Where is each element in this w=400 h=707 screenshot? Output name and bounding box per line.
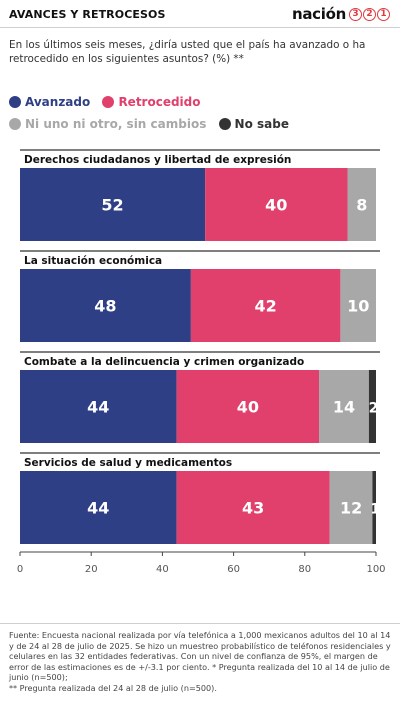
- legend-item-avanzado: Avanzado: [9, 92, 90, 112]
- bar-segment: [205, 168, 348, 241]
- source-note: Fuente: Encuesta nacional realizada por …: [9, 630, 394, 693]
- legend-item-retrocedido: Retrocedido: [102, 92, 201, 112]
- header-divider: [0, 27, 400, 28]
- bar-segment: [20, 471, 177, 544]
- category-label: La situación económica: [24, 255, 162, 267]
- x-tick-label: 0: [17, 564, 23, 575]
- data-label: 40: [237, 398, 259, 417]
- header: AVANCES Y RETROCESOS nación 3 2 1: [0, 0, 400, 30]
- question-text: En los últimos seis meses, ¿diría usted …: [9, 39, 366, 65]
- bar-segment: [190, 269, 341, 342]
- bar-segment: [319, 370, 369, 443]
- data-label: 1: [370, 502, 380, 518]
- logo-word: nación: [291, 5, 346, 23]
- logo-digit-3: 1: [377, 7, 390, 21]
- page-title: AVANCES Y RETROCESOS: [9, 8, 166, 21]
- legend-label: No sabe: [234, 117, 289, 131]
- bar-segment: [176, 370, 320, 443]
- bar-segment: [329, 471, 373, 544]
- stacked-bar-chart: Derechos ciudadanos y libertad de expres…: [17, 149, 386, 575]
- legend: Avanzado Retrocedido Ni uno ni otro, sin…: [9, 92, 394, 136]
- legend-label: Avanzado: [25, 95, 91, 109]
- x-tick-label: 100: [366, 564, 385, 575]
- legend-dot-icon: [9, 96, 21, 108]
- data-label: 48: [94, 297, 116, 316]
- bar-segment: [20, 370, 177, 443]
- category-label: Combate a la delincuencia y crimen organ…: [24, 356, 304, 368]
- legend-item-sin-cambios: Ni uno ni otro, sin cambios: [9, 114, 206, 134]
- data-label: 42: [255, 297, 277, 316]
- bar-segment: [20, 269, 191, 342]
- category-label: Derechos ciudadanos y libertad de expres…: [24, 154, 291, 166]
- x-tick-label: 20: [85, 564, 98, 575]
- x-tick-label: 60: [227, 564, 240, 575]
- data-label: 43: [242, 499, 264, 518]
- data-label: 10: [347, 297, 369, 316]
- logo-digit-1: 3: [349, 7, 362, 21]
- data-label: 2: [369, 401, 379, 417]
- bar-segment: [340, 269, 376, 342]
- data-label: 44: [87, 398, 109, 417]
- data-label: 12: [340, 499, 362, 518]
- legend-dot-icon: [102, 96, 115, 108]
- legend-dot-icon: [218, 118, 231, 130]
- brand-logo: nación 3 2 1: [292, 3, 390, 25]
- bar-segment: [20, 168, 206, 241]
- legend-label: Ni uno ni otro, sin cambios: [25, 117, 207, 131]
- bar-segment: [176, 471, 330, 544]
- data-label: 40: [265, 196, 287, 215]
- x-tick-label: 40: [156, 564, 169, 575]
- data-label: 52: [101, 196, 123, 215]
- bar-segment: [347, 168, 376, 241]
- legend-item-no-sabe: No sabe: [218, 114, 289, 134]
- source-note-line: Fuente: Encuesta nacional realizada por …: [9, 630, 391, 682]
- bar-segment: [372, 471, 376, 544]
- data-label: 44: [87, 499, 109, 518]
- legend-label: Retrocedido: [118, 95, 201, 109]
- source-note-line: ** Pregunta realizada del 24 al 28 de ju…: [9, 682, 217, 693]
- logo-digit-2: 2: [363, 7, 376, 21]
- data-label: 8: [356, 196, 367, 215]
- bar-segment: [368, 370, 376, 443]
- footer-divider: [0, 623, 400, 624]
- x-tick-label: 80: [298, 564, 311, 575]
- category-label: Servicios de salud y medicamentos: [24, 457, 232, 469]
- data-label: 14: [333, 398, 355, 417]
- legend-dot-icon: [9, 118, 21, 130]
